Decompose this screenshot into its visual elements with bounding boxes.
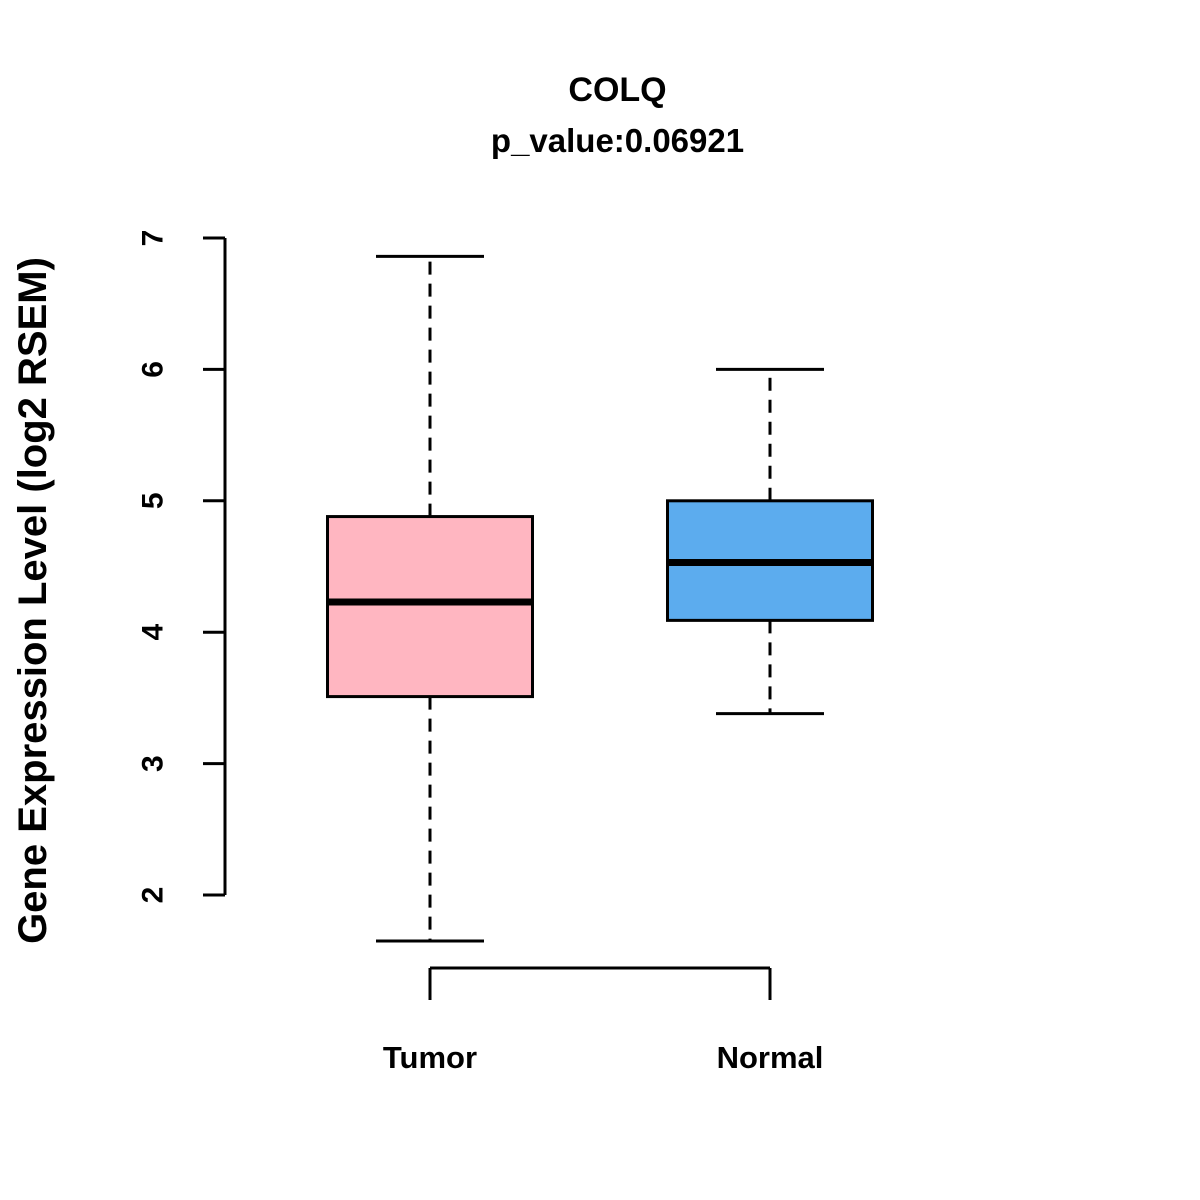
y-tick-label: 6 <box>137 361 170 378</box>
y-tick-label: 7 <box>137 230 170 247</box>
box-tumor <box>326 515 534 699</box>
chart-header: COLQ p_value:0.06921 <box>225 70 1010 160</box>
chart-title: COLQ <box>568 71 667 109</box>
category-label-tumor: Tumor <box>383 1040 477 1075</box>
y-tick-label: 4 <box>137 624 170 641</box>
y-tick-label: 5 <box>137 492 170 509</box>
y-tick-label: 2 <box>137 887 170 904</box>
chart-subtitle-pvalue: p_value:0.06921 <box>490 121 745 159</box>
y-tick-label: 3 <box>137 755 170 772</box>
category-label-normal: Normal <box>717 1040 824 1075</box>
